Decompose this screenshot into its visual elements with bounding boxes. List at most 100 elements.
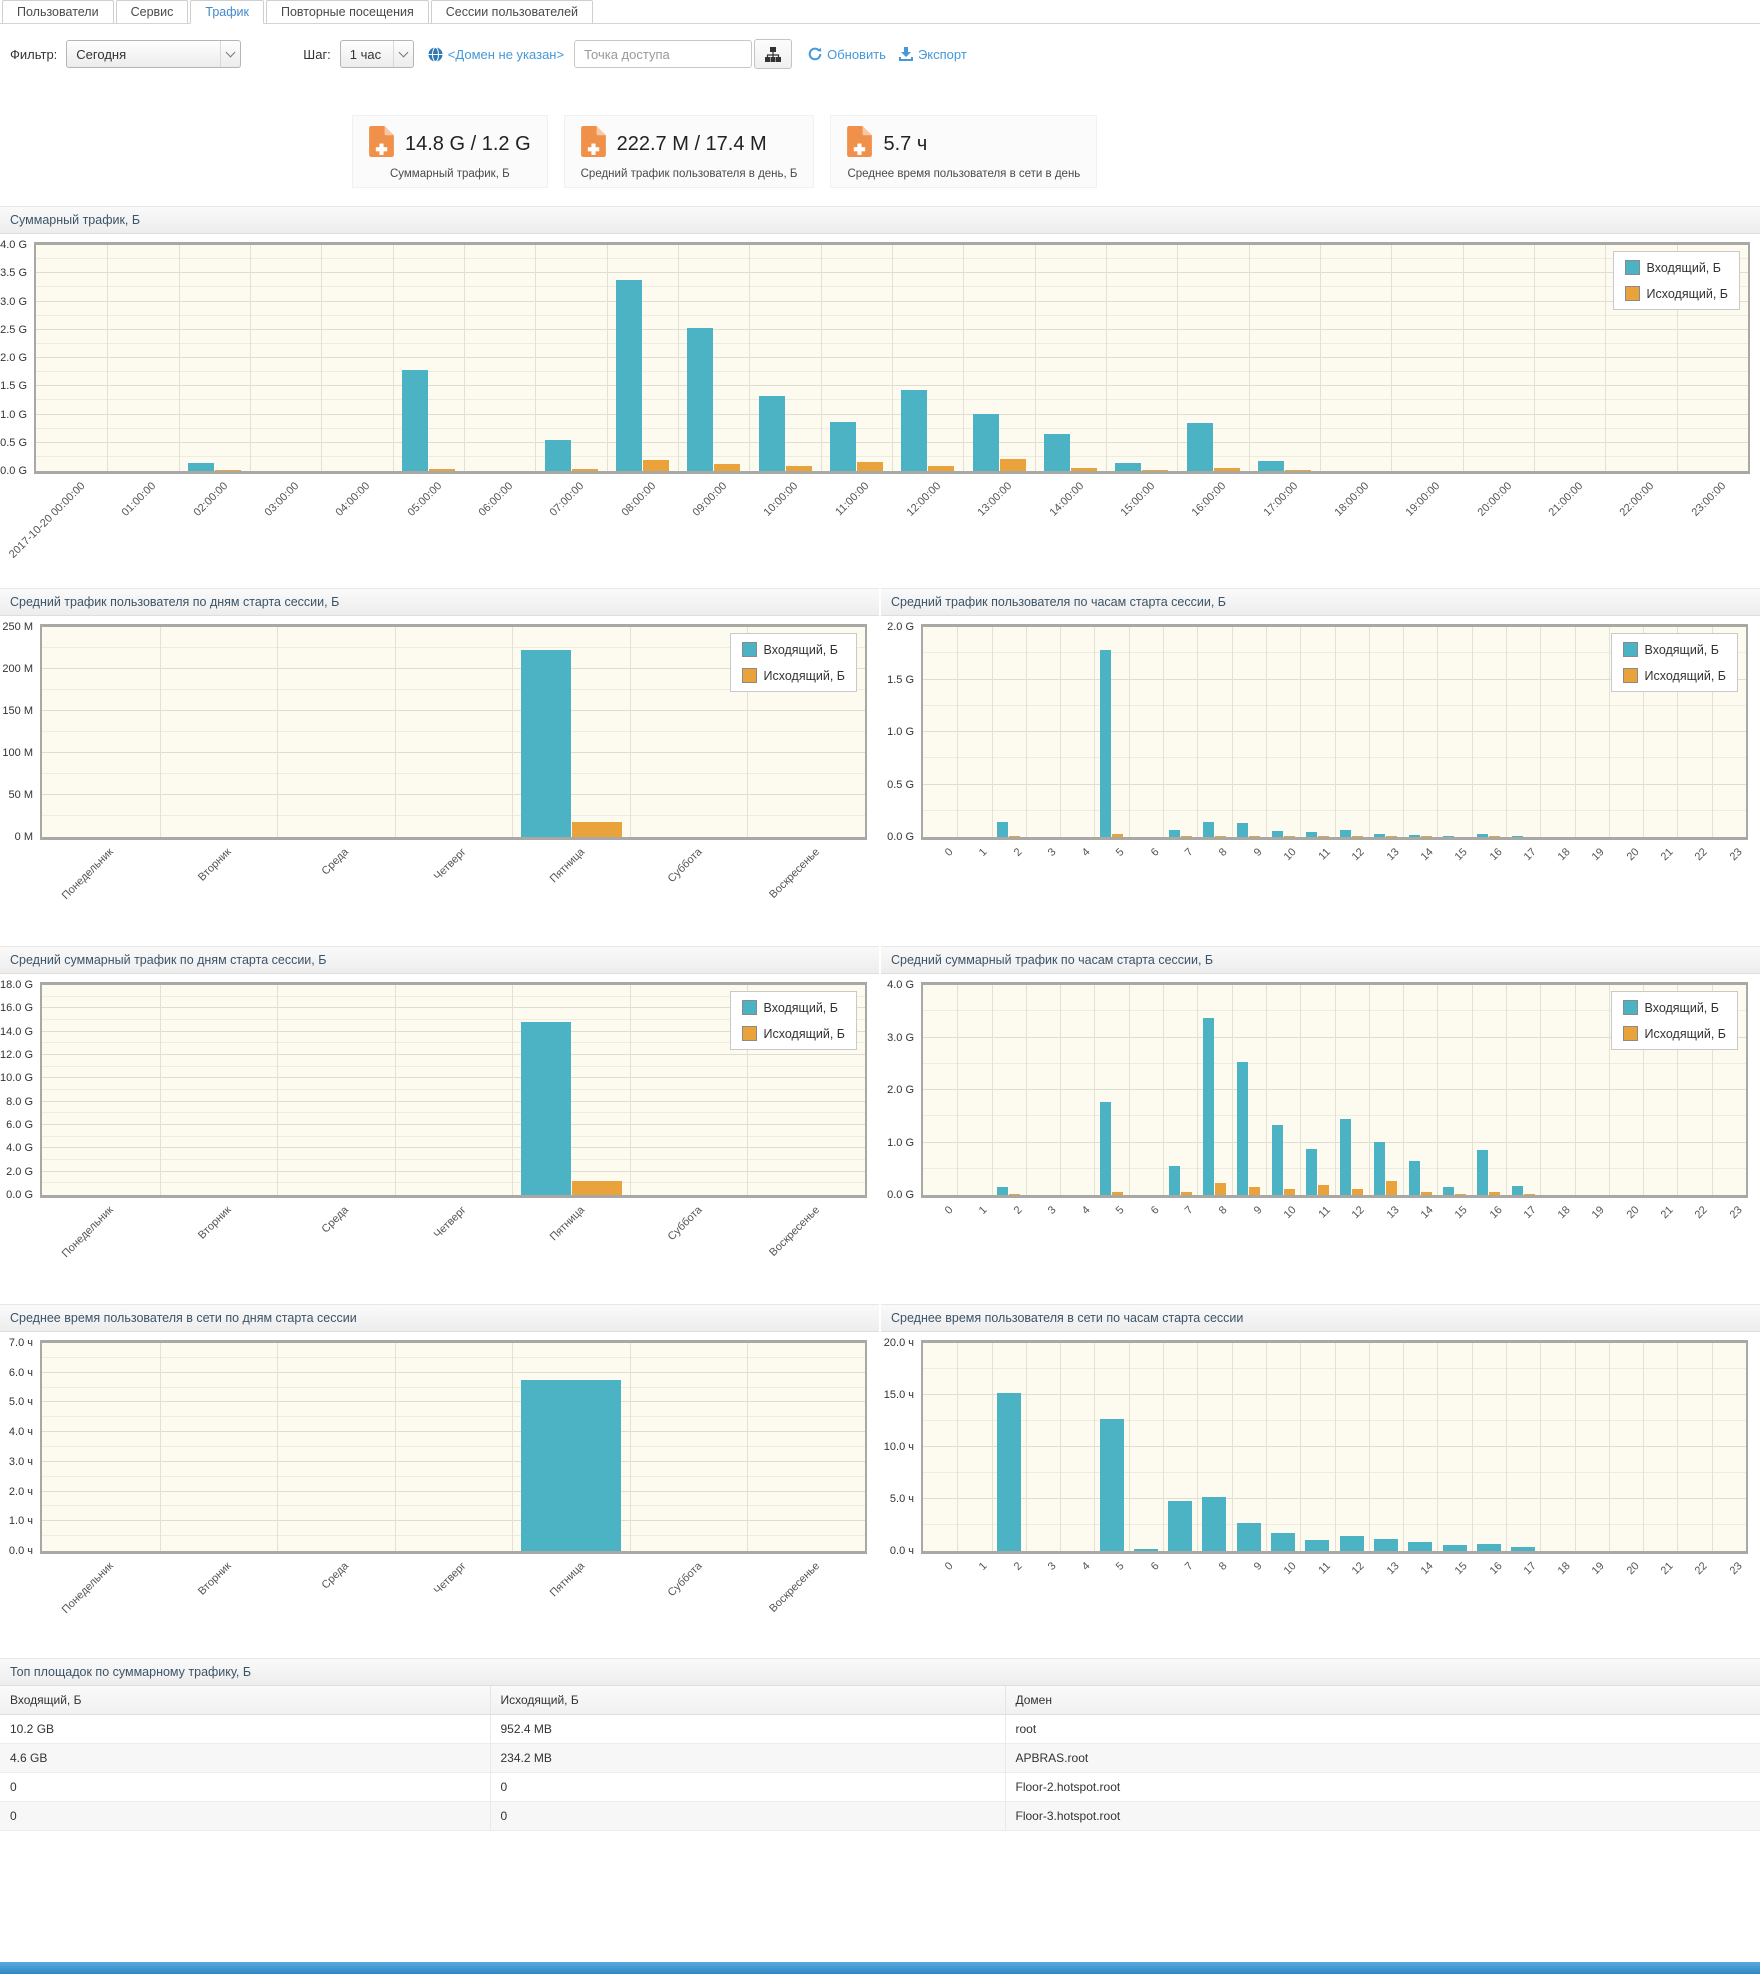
gridline-vertical: [606, 245, 608, 471]
gridline-minor: [42, 1159, 865, 1160]
bar-incoming: [1237, 1062, 1249, 1195]
panel-avg-user-by-hour: Средний трафик пользователя по часам ста…: [881, 588, 1760, 888]
access-point-input[interactable]: [574, 40, 753, 68]
step-select[interactable]: 1 час: [339, 40, 414, 68]
bar-incoming: [401, 370, 428, 471]
table-row[interactable]: 0 0 Floor-3.hotspot.root: [0, 1801, 1760, 1831]
gridline: [42, 1100, 865, 1102]
gridline: [42, 1124, 865, 1125]
file-plus-icon: [580, 126, 606, 162]
download-icon: [898, 47, 913, 61]
filter-label: Фильтр:: [10, 46, 58, 62]
gridline-minor: [42, 1386, 865, 1388]
gridline-vertical: [1505, 1343, 1507, 1551]
gridline-vertical: [1574, 985, 1576, 1195]
y-tick-label: 0 M: [14, 831, 33, 843]
gridline-vertical: [1677, 1343, 1679, 1551]
table-row[interactable]: 10.2 GB 952.4 MB root: [0, 1714, 1760, 1744]
bar-incoming: [1408, 1160, 1420, 1195]
domain-link[interactable]: <Домен не указан>: [447, 46, 565, 62]
gridline-vertical: [277, 985, 279, 1195]
stat-label: Средний трафик пользователя в день, Б: [580, 168, 798, 180]
gridline-vertical: [1534, 245, 1535, 471]
legend-label: Входящий, Б: [763, 642, 838, 657]
bar-incoming: [1477, 1149, 1489, 1195]
tab-traffic[interactable]: Трафик: [190, 0, 264, 24]
panel-total-traffic: Суммарный трафик, Б 0.0 G 0.5 G 1.0 G 1.5 G…: [0, 206, 1760, 574]
column-header-outgoing[interactable]: Исходящий, Б: [490, 1686, 1006, 1715]
tree-button[interactable]: [754, 39, 793, 69]
tab-user-sessions[interactable]: Сессии пользователей: [430, 0, 594, 24]
gridline-vertical: [1471, 985, 1473, 1195]
gridline-vertical: [159, 985, 161, 1195]
bar-incoming: [1305, 1539, 1330, 1551]
tab-users[interactable]: Пользователи: [2, 0, 114, 24]
gridline-vertical: [1391, 245, 1393, 471]
tab-repeat-visits[interactable]: Повторные посещения: [265, 0, 429, 24]
legend-label: Исходящий, Б: [1644, 668, 1726, 683]
y-tick-label: 3.0 G: [887, 1031, 914, 1044]
cell-outgoing: 234.2 MB: [490, 1743, 1006, 1773]
gridline-vertical: [991, 627, 993, 837]
period-select[interactable]: Сегодня: [66, 40, 242, 68]
gridline-vertical: [629, 1343, 631, 1551]
gridline-vertical: [1163, 1343, 1165, 1551]
y-tick-label: 7.0 ч: [8, 1337, 33, 1349]
step-select-value: 1 час: [349, 46, 382, 62]
period-select-value: Сегодня: [76, 46, 127, 62]
y-tick-label: 2.5 G: [0, 323, 27, 336]
gridline-vertical: [1711, 985, 1713, 1195]
plot-area: [40, 1340, 867, 1554]
gridline-vertical: [1231, 1343, 1233, 1551]
gridline-vertical: [1231, 985, 1233, 1195]
bar-incoming: [829, 421, 856, 471]
bar-incoming: [1408, 1541, 1433, 1551]
gridline-vertical: [1025, 1343, 1027, 1551]
bar-incoming: [1373, 1538, 1398, 1551]
cell-outgoing: 0: [490, 1772, 1006, 1802]
bar-outgoing: [1112, 1192, 1124, 1195]
gridline-vertical: [747, 1343, 749, 1551]
stat-value: 14.8 G / 1.2 G: [405, 132, 531, 155]
bar-outgoing: [1317, 1184, 1329, 1195]
bar-outgoing: [714, 463, 741, 471]
panel-title: Среднее время пользователя в сети по дня…: [0, 1304, 879, 1332]
bar-outgoing: [1249, 1187, 1261, 1195]
gridline-vertical: [394, 985, 396, 1195]
refresh-button[interactable]: Обновить: [808, 47, 886, 62]
y-tick-label: 2.0 G: [887, 621, 914, 633]
bar-outgoing: [1317, 835, 1329, 837]
bar-outgoing: [1352, 1189, 1364, 1195]
gridline: [42, 668, 865, 669]
column-header-incoming[interactable]: Входящий, Б: [0, 1686, 491, 1715]
gridline-vertical: [1128, 985, 1130, 1195]
tab-service[interactable]: Сервис: [115, 0, 189, 24]
gridline-vertical: [1608, 1343, 1610, 1551]
bar-incoming: [1237, 823, 1249, 837]
legend-entry-incoming: Входящий, Б: [1622, 1000, 1726, 1015]
bar-outgoing: [1214, 1183, 1226, 1195]
gridline-minor: [42, 1042, 865, 1044]
gridline-vertical: [1403, 985, 1405, 1195]
export-button[interactable]: Экспорт: [898, 47, 967, 62]
y-tick-label: 1.0 G: [0, 408, 27, 421]
bar-outgoing: [1352, 835, 1364, 837]
y-tick-label: 1.5 G: [887, 673, 914, 686]
y-tick-label: 150 M: [2, 705, 33, 717]
bar-outgoing: [571, 1181, 622, 1195]
table-row[interactable]: 4.6 GB 234.2 MB APBRAS.root: [0, 1743, 1760, 1773]
legend-swatch: [1622, 668, 1638, 683]
gridline: [42, 752, 865, 753]
table-header-row: Входящий, Б Исходящий, Б Домен: [0, 1686, 1760, 1715]
bar-incoming: [521, 1380, 622, 1551]
gridline-vertical: [1437, 1343, 1439, 1551]
gridline-vertical: [1128, 1343, 1130, 1551]
gridline-minor: [42, 731, 865, 732]
bar-incoming: [1476, 1544, 1501, 1551]
chart-avg-total-by-day: 0.0 G 2.0 G 4.0 G 6.0 G 8.0 G 10.0 G 12.0 G 14.…: [0, 974, 879, 1290]
table-row[interactable]: 0 0 Floor-2.hotspot.root: [0, 1772, 1760, 1802]
cell-incoming: 0: [0, 1772, 491, 1802]
column-header-domain[interactable]: Домен: [1005, 1686, 1760, 1715]
y-tick-label: 0.0 ч: [889, 1545, 914, 1557]
bar-outgoing: [1489, 835, 1501, 837]
